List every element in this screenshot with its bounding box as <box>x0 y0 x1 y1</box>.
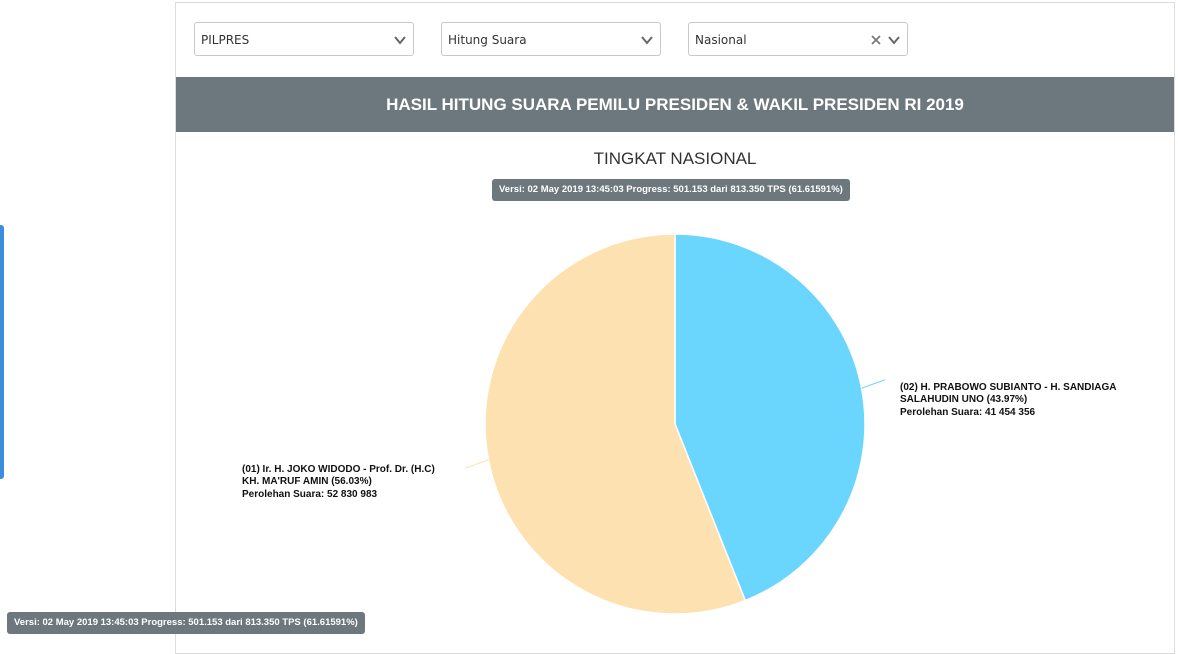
pie-slices <box>484 233 866 615</box>
chart-title: TINGKAT NASIONAL <box>593 149 757 168</box>
page-title: HASIL HITUNG SUARA PEMILU PRESIDEN & WAK… <box>176 77 1174 132</box>
version-badge-tooltip: Versi: 02 May 2019 13:45:03 Progress: 50… <box>7 612 365 634</box>
pie-chart: (01) Ir. H. JOKO WIDODO - Prof. Dr. (H.C… <box>242 233 1117 615</box>
slice-label-02-line2: SALAHUDIN UNO (43.97%) <box>900 394 1027 405</box>
filter-bar: PILPRES Hitung Suara Nasional <box>176 3 1174 77</box>
chevron-down-icon[interactable] <box>887 33 901 47</box>
pie-slice-01[interactable] <box>484 233 747 615</box>
election-select-value: PILPRES <box>201 33 250 47</box>
election-select[interactable]: PILPRES <box>194 22 414 56</box>
slice-label-01-line2: KH. MA'RUF AMIN (56.03%) <box>242 476 372 487</box>
side-panel-tab[interactable] <box>0 225 4 479</box>
slice-leader-line-01 <box>464 459 489 469</box>
version-badge: Versi: 02 May 2019 13:45:03 Progress: 50… <box>492 179 850 201</box>
pie-slice-02[interactable] <box>674 233 866 602</box>
region-select[interactable]: Nasional <box>688 22 908 56</box>
mode-select[interactable]: Hitung Suara <box>441 22 661 56</box>
slice-label-02-line1: (02) H. PRABOWO SUBIANTO - H. SANDIAGA <box>900 382 1117 393</box>
mode-select-value: Hitung Suara <box>448 33 527 47</box>
results-panel: PILPRES Hitung Suara Nasional HASIL HITU… <box>175 2 1175 654</box>
chevron-down-icon <box>394 36 406 45</box>
region-select-value: Nasional <box>695 33 747 47</box>
chevron-down-icon <box>641 36 653 45</box>
slice-label-02-votes: Perolehan Suara: 41 454 356 <box>900 407 1036 418</box>
slice-label-01-line1: (01) Ir. H. JOKO WIDODO - Prof. Dr. (H.C… <box>242 464 435 475</box>
slice-leader-line-02 <box>861 379 886 389</box>
slice-label-01-votes: Perolehan Suara: 52 830 983 <box>242 489 378 500</box>
clear-icon[interactable] <box>870 33 882 47</box>
